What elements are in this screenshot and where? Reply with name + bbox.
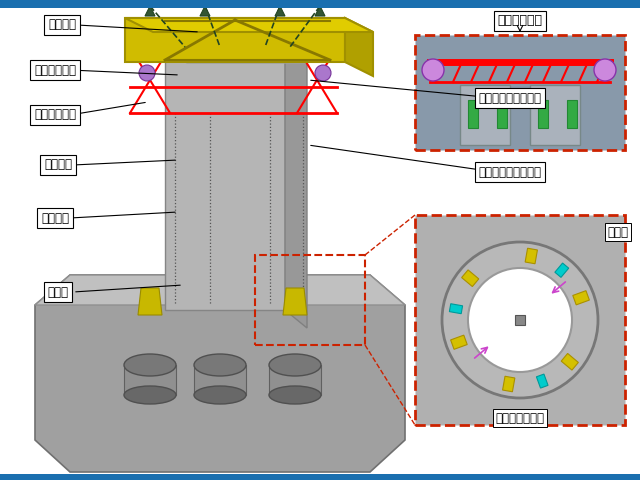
Text: 柔性吊索: 柔性吊索	[44, 158, 72, 171]
Polygon shape	[283, 288, 307, 315]
Circle shape	[594, 59, 616, 81]
Bar	[124, 365, 176, 395]
Polygon shape	[275, 6, 285, 16]
Bar	[415, 35, 625, 150]
Polygon shape	[345, 18, 373, 76]
Polygon shape	[536, 374, 548, 388]
Bar	[460, 85, 510, 145]
Bar	[497, 100, 507, 128]
Circle shape	[182, 37, 198, 53]
Bar	[415, 215, 625, 425]
Bar	[468, 100, 478, 128]
Circle shape	[287, 37, 303, 53]
Ellipse shape	[269, 386, 321, 404]
Text: 钢管桩上部抱桩系统: 钢管桩上部抱桩系统	[479, 92, 541, 105]
Polygon shape	[451, 335, 467, 349]
Polygon shape	[461, 270, 479, 287]
Bar	[538, 100, 548, 128]
Bar	[567, 100, 577, 128]
Polygon shape	[35, 275, 405, 472]
Circle shape	[315, 65, 331, 81]
Bar	[165, 45, 285, 310]
Ellipse shape	[124, 354, 176, 376]
Polygon shape	[165, 45, 307, 63]
Ellipse shape	[194, 354, 246, 376]
Text: 首节墩台: 首节墩台	[41, 212, 69, 225]
Polygon shape	[573, 291, 589, 305]
Circle shape	[468, 268, 572, 372]
Circle shape	[139, 65, 155, 81]
Polygon shape	[315, 6, 325, 16]
Circle shape	[442, 242, 598, 398]
Text: 钢吊杆: 钢吊杆	[47, 286, 68, 299]
Ellipse shape	[194, 386, 246, 404]
Text: 楔形块顶紧机构: 楔形块顶紧机构	[495, 411, 545, 424]
Bar	[125, 18, 345, 62]
Bar	[515, 315, 525, 325]
Polygon shape	[285, 45, 307, 328]
Text: 墩身顶紧机构: 墩身顶紧机构	[497, 14, 543, 27]
Text: 三向调位机构: 三向调位机构	[34, 108, 76, 121]
Text: 钢管桩下部抱桩系统: 钢管桩下部抱桩系统	[479, 166, 541, 179]
Bar	[0, 474, 640, 480]
Bar	[194, 365, 246, 395]
Text: 剪力键: 剪力键	[607, 226, 628, 239]
Polygon shape	[449, 304, 463, 314]
Ellipse shape	[124, 386, 176, 404]
Polygon shape	[561, 353, 579, 370]
Polygon shape	[35, 275, 405, 305]
Polygon shape	[555, 263, 569, 277]
Polygon shape	[125, 18, 373, 32]
Bar	[530, 85, 580, 145]
Text: 吊具主梁: 吊具主梁	[48, 19, 76, 32]
Polygon shape	[145, 6, 155, 16]
Bar	[255, 255, 365, 345]
Bar	[0, 0, 640, 8]
Polygon shape	[138, 288, 162, 315]
Polygon shape	[200, 6, 210, 16]
Polygon shape	[525, 248, 538, 264]
Text: 底部承托桁架: 底部承托桁架	[34, 63, 76, 76]
Bar	[269, 365, 321, 395]
Circle shape	[422, 59, 444, 81]
Ellipse shape	[269, 354, 321, 376]
Polygon shape	[502, 376, 515, 392]
